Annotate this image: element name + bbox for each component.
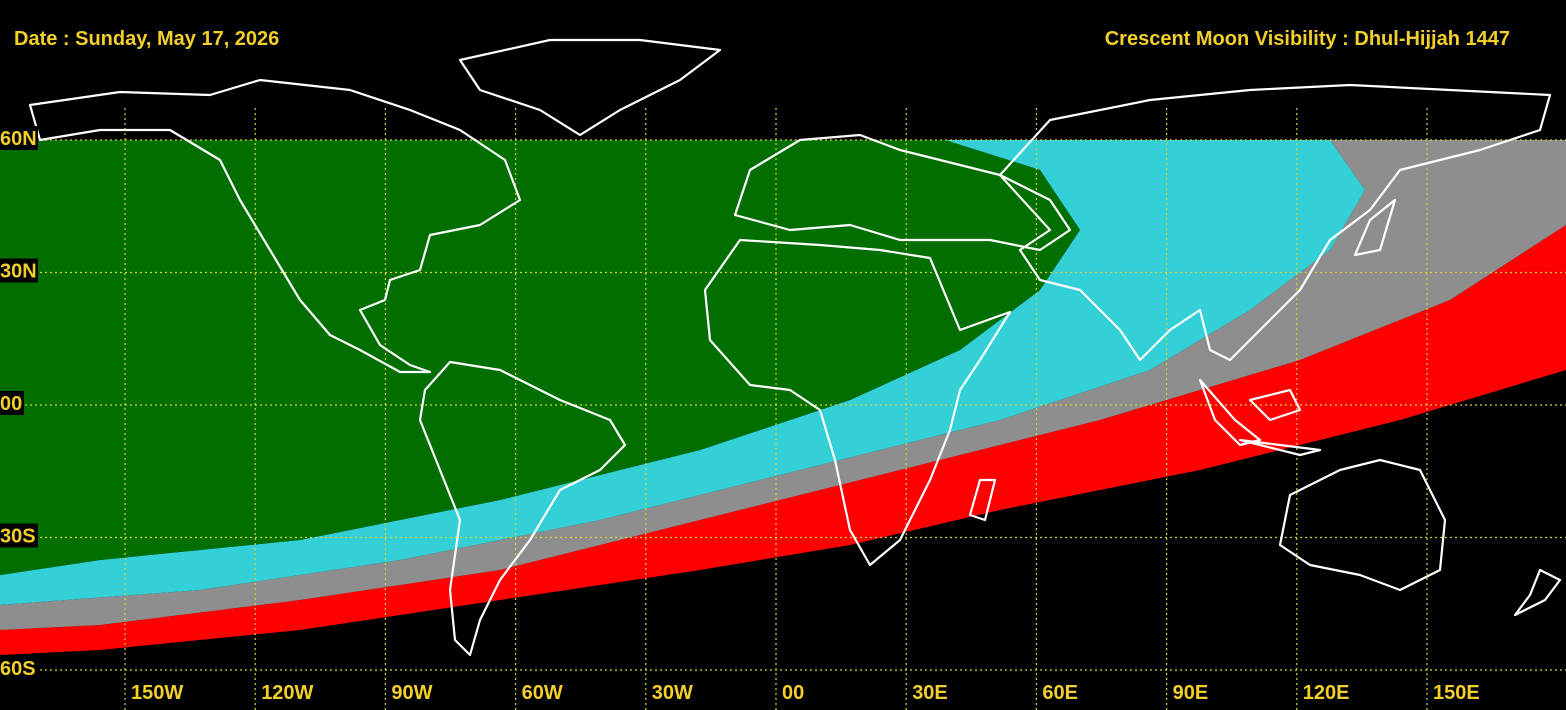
latitude-label: 00: [0, 393, 22, 415]
latitude-label: 60N: [0, 128, 37, 150]
australia: [1278, 458, 1447, 592]
longitude-label: 60W: [522, 682, 563, 704]
longitude-label: 120E: [1303, 682, 1350, 704]
graticule: [0, 108, 1566, 710]
longitude-label: 30E: [912, 682, 948, 704]
longitude-label: 120W: [261, 682, 313, 704]
latitude-label: 60S: [0, 658, 36, 680]
greenland: [458, 38, 722, 137]
madagascar: [968, 478, 997, 522]
latitude-label-bg: [0, 126, 38, 150]
zone-red: [0, 225, 1566, 655]
date-label: Date : Sunday, May 17, 2026: [14, 28, 279, 50]
latitude-label: 30N: [0, 261, 37, 283]
africa: [703, 238, 1012, 567]
zone-cyan: [0, 140, 1365, 605]
europe: [733, 133, 1072, 252]
longitude-label: 150W: [131, 682, 183, 704]
longitude-label: 150E: [1433, 682, 1480, 704]
coastlines: [28, 38, 1562, 657]
south-america: [418, 360, 627, 657]
north-america: [28, 78, 522, 374]
latitude-label-bg: [0, 656, 38, 680]
latitude-label-bg: [0, 258, 38, 283]
longitude-label: 00: [782, 682, 804, 704]
japan: [1353, 198, 1397, 257]
indonesia: [1198, 378, 1322, 457]
asia: [998, 83, 1552, 362]
longitude-label: 60E: [1042, 682, 1078, 704]
map-title: Crescent Moon Visibility : Dhul-Hijjah 1…: [1105, 28, 1510, 50]
latitude-label-bg: [0, 391, 24, 415]
longitude-label: 90E: [1173, 682, 1209, 704]
latitude-label: 30S: [0, 526, 36, 548]
new-zealand: [1513, 568, 1562, 617]
latitude-label-bg: [0, 523, 38, 548]
zone-gray: [0, 140, 1566, 630]
longitude-label: 30W: [652, 682, 693, 704]
longitude-label: 90W: [391, 682, 432, 704]
